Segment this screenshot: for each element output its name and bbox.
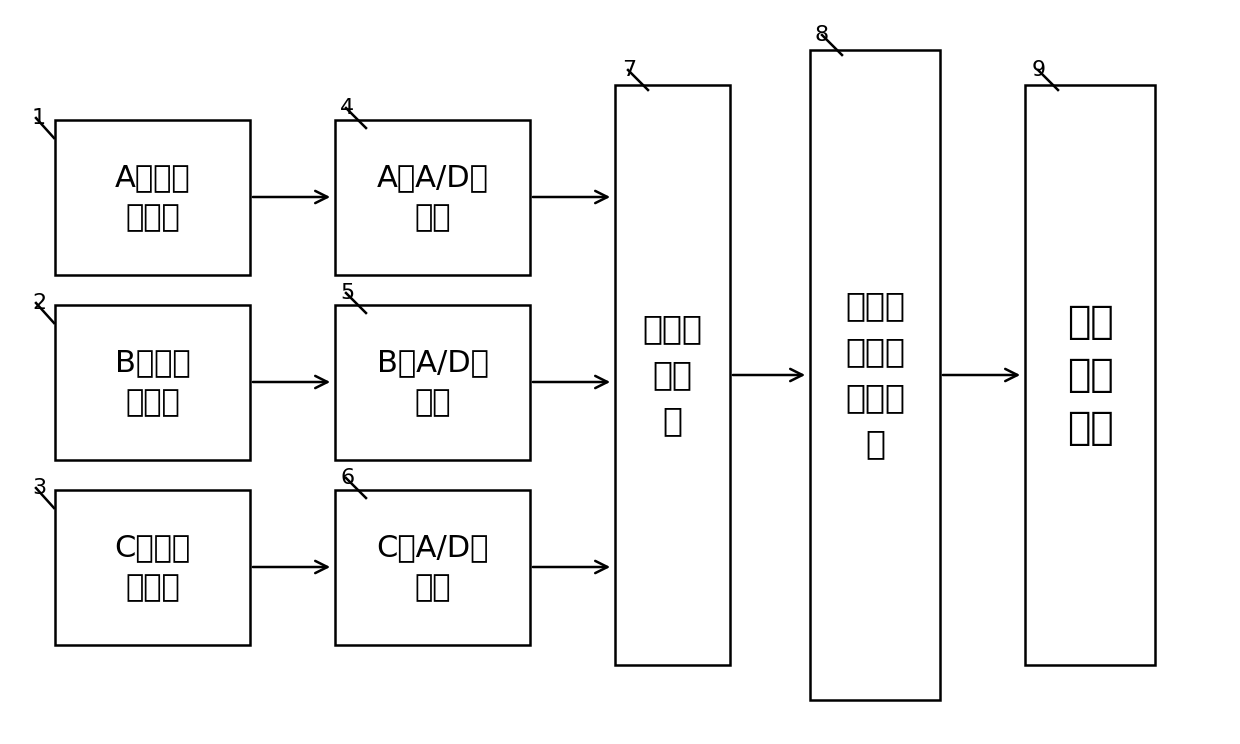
Bar (615, 85, 730, 665)
Text: 4: 4 (340, 98, 355, 118)
Text: B相A/D转
换器: B相A/D转 换器 (377, 347, 489, 417)
Text: 1: 1 (32, 108, 46, 128)
Bar (55, 120, 250, 275)
Text: 9: 9 (1032, 60, 1047, 80)
Text: 3: 3 (32, 478, 46, 498)
Bar (55, 305, 250, 460)
Text: B相电流
传感器: B相电流 传感器 (114, 347, 190, 417)
Bar (335, 305, 529, 460)
Bar (335, 490, 529, 645)
Text: 2: 2 (32, 293, 46, 313)
Text: A相电流
传感器: A相电流 传感器 (114, 163, 190, 232)
Text: C相电流
传感器: C相电流 传感器 (114, 533, 191, 602)
Text: 7: 7 (622, 60, 636, 80)
Text: 无刷直
流电机
驱动电
路: 无刷直 流电机 驱动电 路 (844, 289, 905, 461)
Bar (810, 50, 940, 700)
Text: 5: 5 (340, 283, 355, 303)
Text: C相A/D转
换器: C相A/D转 换器 (376, 533, 489, 602)
Bar (55, 490, 250, 645)
Text: 无刷
直流
电机: 无刷 直流 电机 (1066, 303, 1114, 447)
Text: 8: 8 (815, 25, 830, 45)
Text: A相A/D转
换器: A相A/D转 换器 (377, 163, 489, 232)
Text: 微处理
器模
块: 微处理 器模 块 (642, 312, 703, 437)
Text: 6: 6 (340, 468, 355, 488)
Bar (1025, 85, 1154, 665)
Bar (335, 120, 529, 275)
